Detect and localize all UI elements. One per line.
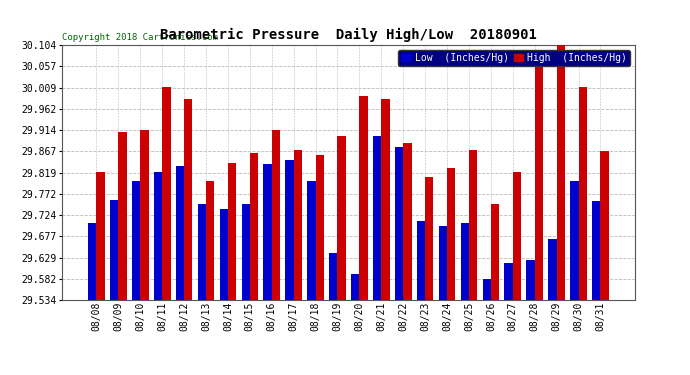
Bar — [373, 136, 382, 300]
Bar — [513, 172, 521, 300]
Bar — [264, 164, 272, 300]
Bar — [294, 150, 302, 300]
Bar — [154, 172, 162, 300]
Bar — [447, 168, 455, 300]
Bar — [132, 181, 140, 300]
Bar — [425, 177, 433, 300]
Bar — [403, 142, 411, 300]
Bar — [315, 155, 324, 300]
Bar — [439, 226, 447, 300]
Bar — [526, 260, 535, 300]
Bar — [557, 45, 565, 300]
Bar — [176, 166, 184, 300]
Bar — [600, 151, 609, 300]
Bar — [351, 274, 359, 300]
Bar — [570, 181, 578, 300]
Bar — [110, 200, 119, 300]
Bar — [88, 223, 97, 300]
Bar — [592, 201, 600, 300]
Bar — [417, 221, 425, 300]
Bar — [469, 150, 477, 300]
Bar — [219, 209, 228, 300]
Text: Copyright 2018 Cartronics.com: Copyright 2018 Cartronics.com — [62, 33, 218, 42]
Bar — [307, 181, 315, 300]
Bar — [228, 163, 236, 300]
Title: Barometric Pressure  Daily High/Low  20180901: Barometric Pressure Daily High/Low 20180… — [160, 28, 537, 42]
Bar — [535, 66, 543, 300]
Legend: Low  (Inches/Hg), High  (Inches/Hg): Low (Inches/Hg), High (Inches/Hg) — [398, 50, 630, 66]
Bar — [395, 147, 403, 300]
Bar — [382, 99, 390, 300]
Bar — [491, 204, 499, 300]
Bar — [578, 87, 587, 300]
Bar — [329, 253, 337, 300]
Bar — [504, 263, 513, 300]
Bar — [184, 99, 193, 300]
Bar — [241, 204, 250, 300]
Bar — [206, 181, 215, 300]
Bar — [337, 136, 346, 300]
Bar — [482, 279, 491, 300]
Bar — [359, 96, 368, 300]
Bar — [198, 204, 206, 300]
Bar — [286, 159, 294, 300]
Bar — [162, 87, 170, 300]
Bar — [549, 239, 557, 300]
Bar — [272, 130, 280, 300]
Bar — [140, 130, 148, 300]
Bar — [119, 132, 127, 300]
Bar — [250, 153, 258, 300]
Bar — [461, 223, 469, 300]
Bar — [97, 172, 105, 300]
